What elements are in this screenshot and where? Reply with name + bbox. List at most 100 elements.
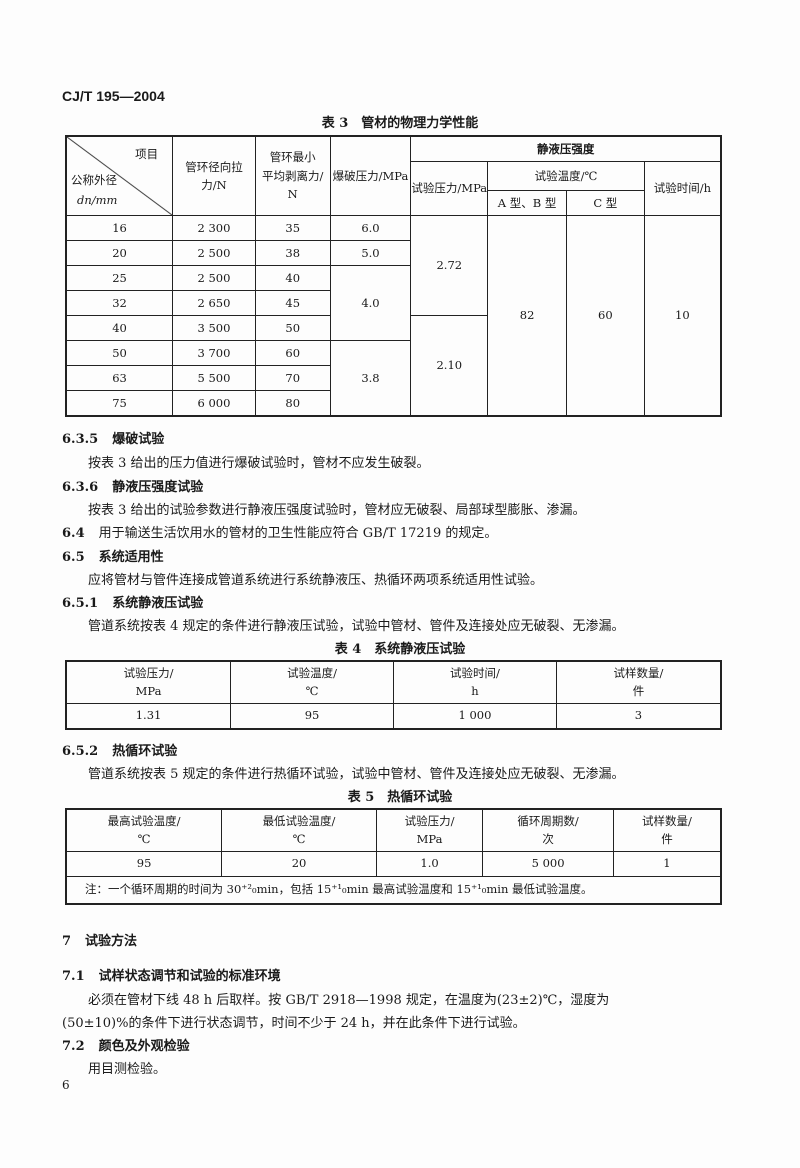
cell-text: 最高试验温度/ bbox=[107, 813, 181, 828]
cell-text: 件 bbox=[632, 684, 645, 699]
section-6-5-2-text: 管道系统按表 5 规定的条件进行热循环试验，试验中管材、管件及连接处应无破裂、无… bbox=[88, 767, 625, 782]
table-cell: 5 500 bbox=[172, 365, 256, 391]
table5-caption: 表 5 热循环试验 bbox=[347, 790, 453, 805]
cell-text: 用于输送生活饮用水的管材的卫生性能应符合 GB/T 17219 的规定。 bbox=[98, 526, 498, 541]
table-cell: 2 650 bbox=[172, 290, 256, 316]
table-row: 20 2 500 38 5.0 bbox=[65, 240, 721, 266]
table3: 项目 公称外径 dn/mm 管环径向拉力/N 管环最小平均剥离力/N 爆破压力/… bbox=[65, 135, 722, 417]
section-6-5-1-text: 管道系统按表 4 规定的条件进行静液压试验，试验中管材、管件及连接处应无破裂、无… bbox=[88, 619, 625, 634]
table-cell: 10 bbox=[643, 215, 722, 417]
page-number: 6 bbox=[62, 1078, 70, 1092]
section-6-3-6-heading: 6.3.6 静液压强度试验 bbox=[62, 480, 204, 495]
cell-text: 试验时间/ bbox=[450, 665, 500, 680]
header-type-ab: A 型、B 型 bbox=[487, 190, 567, 216]
cell-text: ℃ bbox=[137, 832, 151, 847]
section-6-5-text: 应将管材与管件连接成管道系统进行系统静液压、热循环两项系统适用性试验。 bbox=[88, 573, 544, 588]
cell-text: 系统静液压试验 bbox=[112, 596, 204, 611]
cell-text: ℃ bbox=[305, 684, 319, 699]
table-cell: 试验温度/ ℃ bbox=[230, 660, 394, 704]
table-cell: 35 bbox=[254, 215, 331, 241]
cell-text: 件 bbox=[661, 832, 673, 847]
table-cell: 20 bbox=[221, 850, 377, 877]
table-cell: 1 000 bbox=[392, 702, 557, 729]
header-pull: 管环径向拉力/N bbox=[172, 135, 256, 216]
table-row: 1.31 95 1 000 3 bbox=[65, 702, 722, 729]
header-burst: 爆破压力/MPa bbox=[329, 135, 412, 216]
table-row: 75 6 000 80 bbox=[65, 390, 721, 417]
table-cell: 20 bbox=[65, 240, 174, 266]
table-cell: 95 bbox=[230, 702, 394, 729]
table-cell: 70 bbox=[254, 365, 331, 391]
section-7-1-text-2: (50±10)%的条件下进行状态调节，时间不少于 24 h，并在此条件下进行试验… bbox=[62, 1016, 526, 1031]
table-cell: 6.0 bbox=[329, 215, 412, 241]
table-cell: 32 bbox=[65, 290, 174, 316]
cell-text: 循环周期数/ bbox=[517, 813, 579, 828]
table-cell: 2 500 bbox=[172, 265, 256, 291]
header-type-c: C 型 bbox=[565, 190, 645, 216]
cell-text: 静液压强度试验 bbox=[112, 480, 204, 495]
table-cell: 40 bbox=[65, 315, 174, 341]
cell-text: 平均剥离力/ bbox=[262, 168, 324, 183]
cell-text: 热循环试验 bbox=[112, 744, 178, 759]
corner-bottom-label: 公称外径 bbox=[71, 173, 117, 187]
table-cell: 3 bbox=[555, 702, 722, 729]
cell-text: 试样状态调节和试验的标准环境 bbox=[98, 969, 281, 984]
section-7-1-heading: 7.1 试样状态调节和试验的标准环境 bbox=[62, 969, 281, 984]
table3-caption: 表 3 管材的物理力学性能 bbox=[321, 116, 479, 131]
table-cell: 最高试验温度/ ℃ bbox=[65, 808, 223, 852]
header-test-temp: 试验温度/℃ bbox=[487, 161, 645, 191]
cell-text: 试验压力/ bbox=[404, 813, 455, 828]
cell-text: 颜色及外观检验 bbox=[98, 1039, 190, 1054]
cell-text: h bbox=[471, 684, 479, 699]
table-row: 63 5 500 70 bbox=[65, 365, 721, 391]
header-test-pressure: 试验压力/MPa bbox=[410, 161, 489, 216]
table-cell: 1 bbox=[612, 850, 722, 877]
table-cell: 试验压力/MPa bbox=[65, 660, 232, 704]
table4: 试验压力/MPa 试验温度/℃ 试验时间/h 试样数量/件 1.31 95 1 000 3 bbox=[65, 660, 722, 730]
corner-top-label: 项目 bbox=[135, 147, 159, 161]
table-cell: 3 700 bbox=[172, 340, 256, 366]
table5-note: 注：一个循环周期的时间为 30⁺²₀min，包括 15⁺¹₀min 最高试验温度… bbox=[65, 875, 722, 904]
table-row: 40 3 500 50 2.10 bbox=[65, 315, 721, 417]
table-cell: 63 bbox=[65, 365, 174, 391]
section-7-heading: 7 试验方法 bbox=[62, 934, 138, 949]
table-cell: 40 bbox=[254, 265, 331, 291]
section-6-4: 6.4 用于输送生活饮用水的管材的卫生性能应符合 GB/T 17219 的规定。 bbox=[62, 526, 498, 541]
table-cell: 2 300 bbox=[172, 215, 256, 241]
table-cell: 75 bbox=[65, 390, 174, 417]
table-cell: 循环周期数/次 bbox=[482, 808, 614, 852]
table-cell: 试样数量/件 bbox=[612, 808, 722, 852]
cell-text: 管环最小 bbox=[269, 150, 316, 165]
cell-text: N bbox=[287, 187, 298, 202]
cell-text: 次 bbox=[542, 832, 554, 847]
cell-text: MPa bbox=[135, 684, 162, 699]
section-6-5-2-heading: 6.5.2 热循环试验 bbox=[62, 744, 178, 759]
table-cell: 1.31 bbox=[65, 702, 232, 729]
corner-unit-label: dn/mm bbox=[77, 193, 118, 207]
header-test-time: 试验时间/h bbox=[643, 161, 722, 216]
table-cell: 80 bbox=[254, 390, 331, 417]
table-cell: 1.0 bbox=[375, 850, 484, 877]
section-7-2-text: 用目测检验。 bbox=[88, 1062, 167, 1077]
table-cell: 16 bbox=[65, 215, 174, 241]
table-cell: 3 500 bbox=[172, 315, 256, 341]
table-cell: 50 bbox=[254, 315, 331, 341]
table-cell: 2.72 bbox=[410, 215, 489, 316]
table-cell: 3.8 bbox=[329, 340, 412, 417]
cell-text: 试样数量/ bbox=[613, 665, 664, 680]
table-cell: 5 000 bbox=[482, 850, 614, 877]
cell-text: 最低试验温度/ bbox=[262, 813, 336, 828]
section-7-1-text-1: 必须在管材下线 48 h 后取样。按 GB/T 2918—1998 规定，在温度… bbox=[88, 993, 610, 1008]
cell-text: 试验方法 bbox=[85, 934, 138, 949]
cell-text: 爆破试验 bbox=[112, 432, 165, 447]
table-cell: 6 000 bbox=[172, 390, 256, 417]
table-cell: 4.0 bbox=[329, 265, 412, 341]
section-6-3-5-text: 按表 3 给出的压力值进行爆破试验时，管材不应发生破裂。 bbox=[88, 456, 430, 471]
table-cell: 50 bbox=[65, 340, 174, 366]
section-7-2-heading: 7.2 颜色及外观检验 bbox=[62, 1039, 190, 1054]
table-cell: 2.10 bbox=[410, 315, 489, 417]
header-hydrostatic: 静液压强度 bbox=[410, 135, 722, 162]
section-6-5-1-heading: 6.5.1 系统静液压试验 bbox=[62, 596, 204, 611]
table-cell: 最低试验温度/ ℃ bbox=[221, 808, 377, 852]
table-row: 25 2 500 40 4.0 bbox=[65, 265, 721, 341]
